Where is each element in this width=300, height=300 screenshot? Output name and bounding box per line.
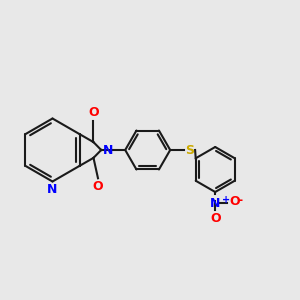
Text: O: O (93, 180, 103, 193)
Text: S: S (185, 143, 194, 157)
Text: O: O (210, 212, 220, 225)
Text: N: N (103, 143, 113, 157)
Text: N: N (210, 196, 220, 209)
Text: +: + (222, 195, 230, 205)
Text: N: N (47, 183, 58, 196)
Text: -: - (238, 194, 243, 207)
Text: O: O (88, 106, 99, 119)
Text: O: O (230, 195, 240, 208)
